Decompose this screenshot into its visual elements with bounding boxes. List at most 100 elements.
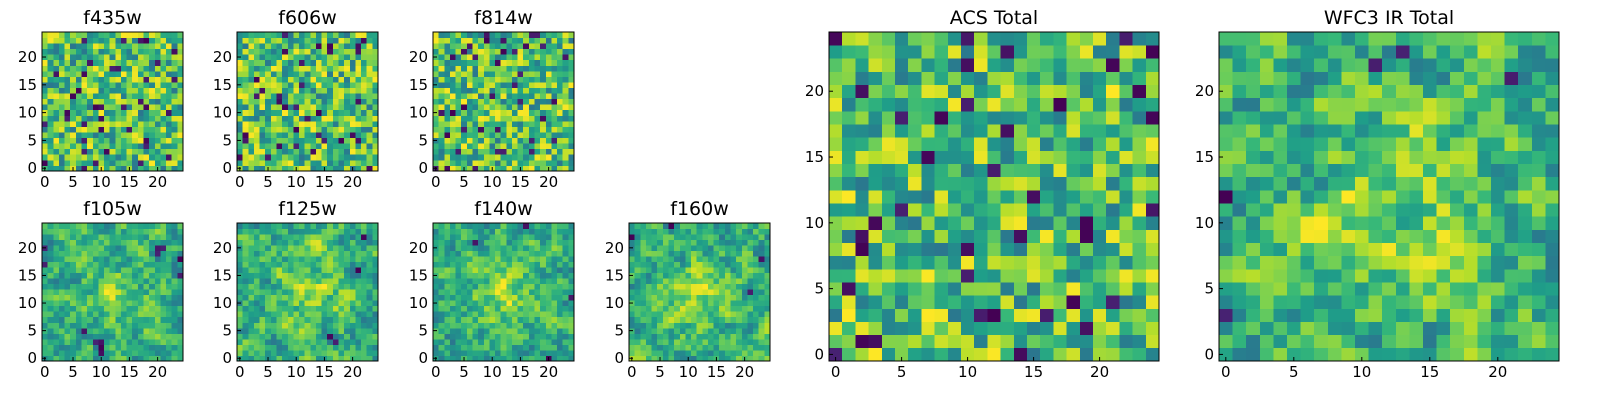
heatmap-cell bbox=[528, 256, 535, 263]
heatmap-cell bbox=[143, 316, 150, 323]
heatmap-cell bbox=[1119, 282, 1133, 296]
heatmap-cell bbox=[372, 143, 379, 150]
heatmap-cell bbox=[472, 223, 479, 229]
heatmap-cell bbox=[444, 272, 451, 279]
heatmap-cell bbox=[259, 59, 266, 66]
heatmap-cell bbox=[483, 223, 490, 229]
heatmap-cell bbox=[545, 256, 552, 263]
heatmap-cell bbox=[753, 322, 760, 329]
heatmap-cell bbox=[702, 278, 709, 285]
heatmap-cell bbox=[332, 289, 339, 296]
heatmap-cell bbox=[506, 65, 513, 72]
heatmap-cell bbox=[483, 316, 490, 323]
heatmap-cell bbox=[517, 305, 524, 312]
heatmap-cell bbox=[645, 300, 652, 307]
heatmap-cell bbox=[691, 228, 698, 235]
heatmap-cell bbox=[53, 344, 60, 351]
heatmap-cell bbox=[109, 154, 116, 161]
heatmap-cell bbox=[540, 126, 547, 133]
heatmap-cell bbox=[304, 37, 311, 44]
heatmap-cell bbox=[42, 322, 49, 329]
heatmap-cell bbox=[237, 349, 244, 356]
heatmap-cell bbox=[466, 154, 473, 161]
heatmap-cell bbox=[1079, 124, 1094, 138]
heatmap-cell bbox=[908, 124, 922, 138]
heatmap-cell bbox=[685, 316, 692, 323]
heatmap-cell bbox=[455, 234, 462, 240]
heatmap-cell bbox=[253, 349, 260, 356]
heatmap-cell bbox=[640, 305, 647, 312]
heatmap-cell bbox=[455, 322, 462, 329]
heatmap-cell bbox=[154, 109, 161, 116]
heatmap-cell bbox=[640, 300, 647, 307]
heatmap-cell bbox=[270, 327, 277, 334]
heatmap-cell bbox=[310, 59, 317, 66]
heatmap-cell bbox=[154, 65, 161, 72]
heatmap-cell bbox=[171, 43, 178, 50]
heatmap-cell bbox=[259, 87, 266, 94]
heatmap-cell bbox=[47, 239, 54, 246]
heatmap-cell bbox=[47, 154, 54, 161]
heatmap-cell bbox=[47, 311, 54, 318]
heatmap-cell bbox=[253, 120, 260, 127]
heatmap-cell bbox=[132, 87, 139, 94]
heatmap-cell bbox=[640, 234, 647, 240]
heatmap-cell bbox=[472, 132, 479, 139]
heatmap-cell bbox=[109, 278, 116, 285]
heatmap-cell bbox=[361, 245, 368, 251]
heatmap-cell bbox=[332, 234, 339, 240]
heatmap-cell bbox=[961, 308, 975, 322]
heatmap-cell bbox=[1106, 308, 1120, 322]
heatmap-cell bbox=[282, 349, 289, 356]
heatmap-cell bbox=[829, 163, 843, 178]
heatmap-cell bbox=[500, 126, 507, 133]
heatmap-cell bbox=[545, 344, 552, 351]
heatmap-cell bbox=[528, 278, 535, 285]
heatmap-cell bbox=[433, 239, 440, 246]
heatmap-cell bbox=[438, 311, 445, 318]
heatmap-cell bbox=[115, 37, 122, 44]
heatmap-cell bbox=[534, 82, 541, 88]
heatmap-cell bbox=[528, 327, 535, 334]
heatmap-cell bbox=[42, 278, 49, 285]
heatmap-cell bbox=[287, 228, 294, 235]
heatmap-cell bbox=[98, 126, 105, 133]
heatmap-cell bbox=[528, 289, 535, 296]
heatmap-cell bbox=[500, 223, 507, 229]
heatmap-cell bbox=[53, 137, 60, 144]
heatmap-cell bbox=[299, 109, 306, 116]
heatmap-cell bbox=[98, 148, 105, 155]
heatmap-cell bbox=[132, 250, 139, 257]
heatmap-cell bbox=[466, 305, 473, 312]
heatmap-cell bbox=[908, 242, 922, 257]
heatmap-cell bbox=[287, 239, 294, 246]
heatmap-cell bbox=[974, 216, 988, 230]
heatmap-cell bbox=[344, 278, 351, 285]
heatmap-cell bbox=[310, 261, 317, 268]
heatmap-cell bbox=[282, 333, 289, 340]
axes-frame bbox=[628, 222, 771, 362]
heatmap-cell bbox=[707, 256, 714, 263]
heatmap-cell bbox=[466, 109, 473, 116]
heatmap-cell bbox=[276, 132, 283, 139]
heatmap-cell bbox=[120, 289, 127, 296]
heatmap-cell bbox=[483, 311, 490, 318]
heatmap-cell bbox=[109, 305, 116, 312]
heatmap-cell bbox=[293, 132, 300, 139]
heatmap-cell bbox=[668, 316, 675, 323]
heatmap-cell bbox=[455, 43, 462, 50]
heatmap-cell bbox=[730, 272, 737, 279]
heatmap-cell bbox=[58, 355, 65, 362]
heatmap-cell bbox=[506, 59, 513, 66]
heatmap-cell bbox=[523, 148, 530, 155]
heatmap-cell bbox=[171, 159, 178, 166]
heatmap-cell bbox=[551, 82, 558, 88]
heatmap-cell bbox=[640, 283, 647, 290]
heatmap-cell bbox=[104, 355, 111, 362]
heatmap-cell bbox=[438, 87, 445, 94]
heatmap-cell bbox=[372, 305, 379, 312]
heatmap-cell bbox=[361, 159, 368, 166]
heatmap-cell bbox=[327, 137, 334, 144]
heatmap-cell bbox=[143, 154, 150, 161]
heatmap-cell bbox=[719, 294, 726, 301]
